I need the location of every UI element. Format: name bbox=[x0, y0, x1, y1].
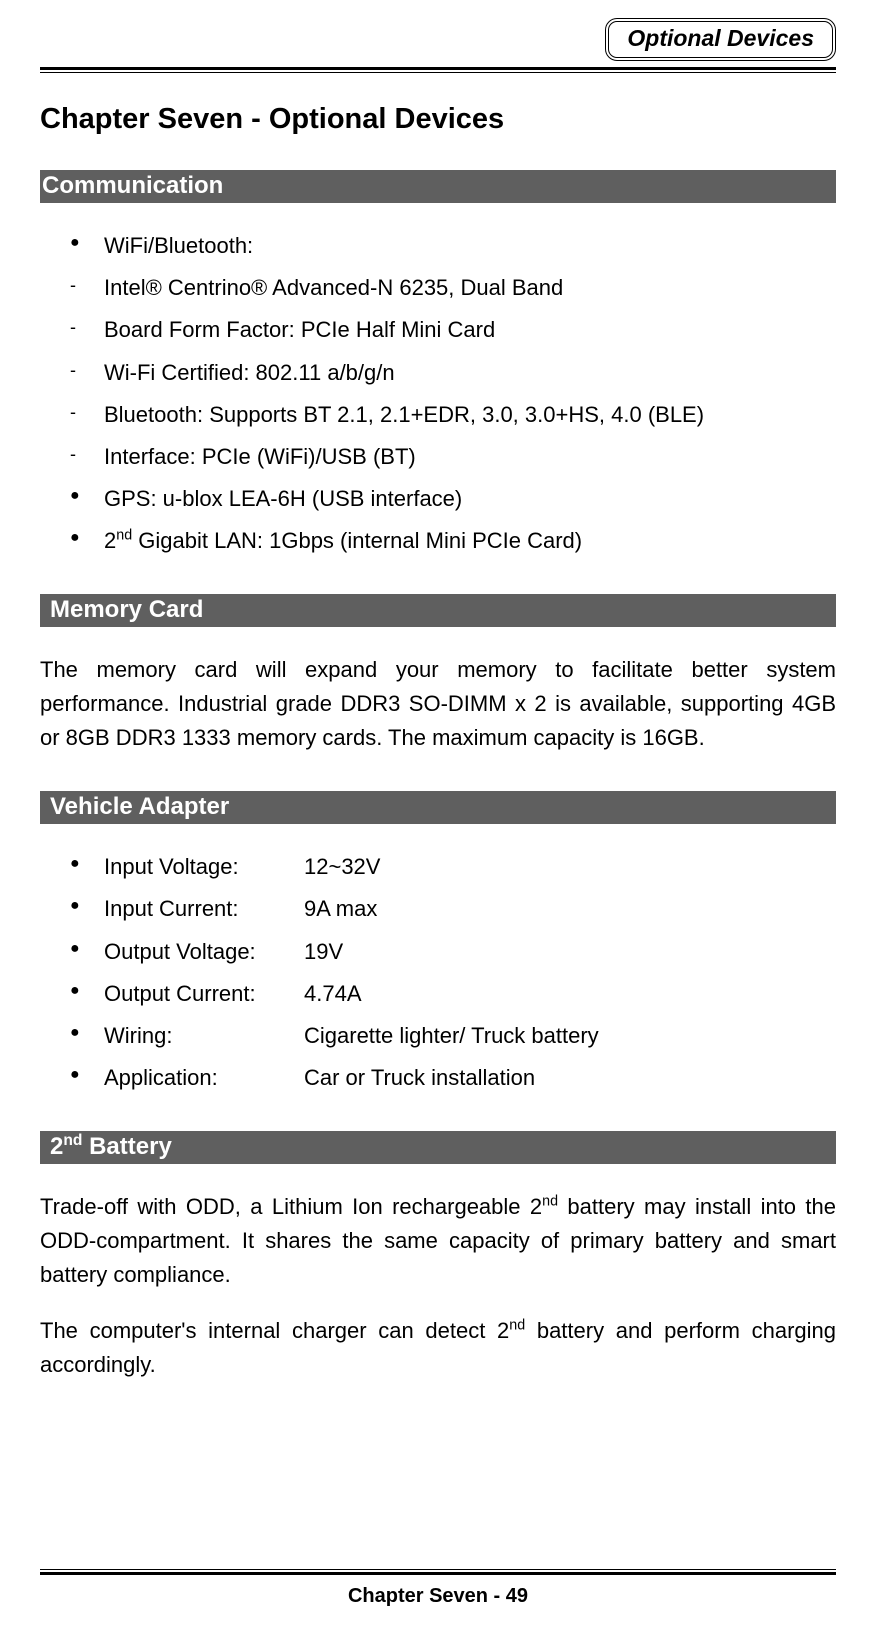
header-row: Optional Devices bbox=[40, 18, 836, 61]
list-item: 2nd Gigabit LAN: 1Gbps (internal Mini PC… bbox=[70, 524, 836, 558]
chapter-title: Chapter Seven - Optional Devices bbox=[40, 103, 836, 136]
text: Trade-off with ODD, a Lithium Ion rechar… bbox=[40, 1194, 542, 1219]
kv-label: Wiring: bbox=[104, 1019, 304, 1053]
kv-label: Application: bbox=[104, 1061, 304, 1095]
text: The computer's internal charger can dete… bbox=[40, 1318, 509, 1343]
kv-value: 4.74A bbox=[304, 977, 362, 1011]
battery-content: Trade-off with ODD, a Lithium Ion rechar… bbox=[40, 1190, 836, 1382]
bottom-rule bbox=[40, 1569, 836, 1575]
kv-value: 19V bbox=[304, 935, 343, 969]
list-item: Application: Car or Truck installation bbox=[70, 1061, 836, 1095]
list-item: Wiring: Cigarette lighter/ Truck battery bbox=[70, 1019, 836, 1053]
vehicle-content: Input Voltage: 12~32V Input Current: 9A … bbox=[40, 850, 836, 1095]
paragraph: The computer's internal charger can dete… bbox=[40, 1314, 836, 1382]
kv-label: Output Current: bbox=[104, 977, 304, 1011]
list-item: Interface: PCIe (WiFi)/USB (BT) bbox=[70, 440, 836, 474]
kv-value: Car or Truck installation bbox=[304, 1061, 535, 1095]
superscript: nd bbox=[509, 1318, 525, 1334]
footer-label: Chapter Seven - bbox=[348, 1585, 506, 1607]
kv-label: Input Current: bbox=[104, 892, 304, 926]
list-item: Output Voltage: 19V bbox=[70, 935, 836, 969]
list-item: Board Form Factor: PCIe Half Mini Card bbox=[70, 313, 836, 347]
section-heading-vehicle: Vehicle Adapter bbox=[40, 791, 836, 824]
section-heading-battery: 2nd Battery bbox=[40, 1131, 836, 1164]
kv-value: 12~32V bbox=[304, 850, 380, 884]
section-heading-memory: Memory Card bbox=[40, 594, 836, 627]
list-item: Wi-Fi Certified: 802.11 a/b/g/n bbox=[70, 356, 836, 390]
kv-label: Input Voltage: bbox=[104, 850, 304, 884]
list-item: Input Current: 9A max bbox=[70, 892, 836, 926]
superscript: nd bbox=[542, 1194, 558, 1210]
top-rule bbox=[40, 67, 836, 73]
communication-content: WiFi/Bluetooth: Intel® Centrino® Advance… bbox=[40, 229, 836, 558]
list-item: Output Current: 4.74A bbox=[70, 977, 836, 1011]
list-item: GPS: u-blox LEA-6H (USB interface) bbox=[70, 482, 836, 516]
section-heading-communication: Communication bbox=[40, 170, 836, 203]
page-footer: Chapter Seven - 49 bbox=[40, 1569, 836, 1608]
header-badge: Optional Devices bbox=[605, 18, 836, 61]
superscript: nd bbox=[116, 528, 132, 544]
footer-page-number: 49 bbox=[506, 1585, 528, 1607]
text: Battery bbox=[82, 1133, 171, 1160]
kv-value: 9A max bbox=[304, 892, 377, 926]
list-item: Input Voltage: 12~32V bbox=[70, 850, 836, 884]
kv-label: Output Voltage: bbox=[104, 935, 304, 969]
superscript: nd bbox=[63, 1132, 82, 1149]
list-item: Bluetooth: Supports BT 2.1, 2.1+EDR, 3.0… bbox=[70, 398, 836, 432]
memory-content: The memory card will expand your memory … bbox=[40, 653, 836, 755]
text: Gigabit LAN: 1Gbps (internal Mini PCIe C… bbox=[132, 528, 582, 553]
paragraph: The memory card will expand your memory … bbox=[40, 653, 836, 755]
list-item: Intel® Centrino® Advanced-N 6235, Dual B… bbox=[70, 271, 836, 305]
paragraph: Trade-off with ODD, a Lithium Ion rechar… bbox=[40, 1190, 836, 1292]
footer-text: Chapter Seven - 49 bbox=[40, 1585, 836, 1608]
kv-value: Cigarette lighter/ Truck battery bbox=[304, 1019, 599, 1053]
text: 2 bbox=[104, 528, 116, 553]
text: 2 bbox=[50, 1133, 63, 1160]
list-item: WiFi/Bluetooth: bbox=[70, 229, 836, 263]
